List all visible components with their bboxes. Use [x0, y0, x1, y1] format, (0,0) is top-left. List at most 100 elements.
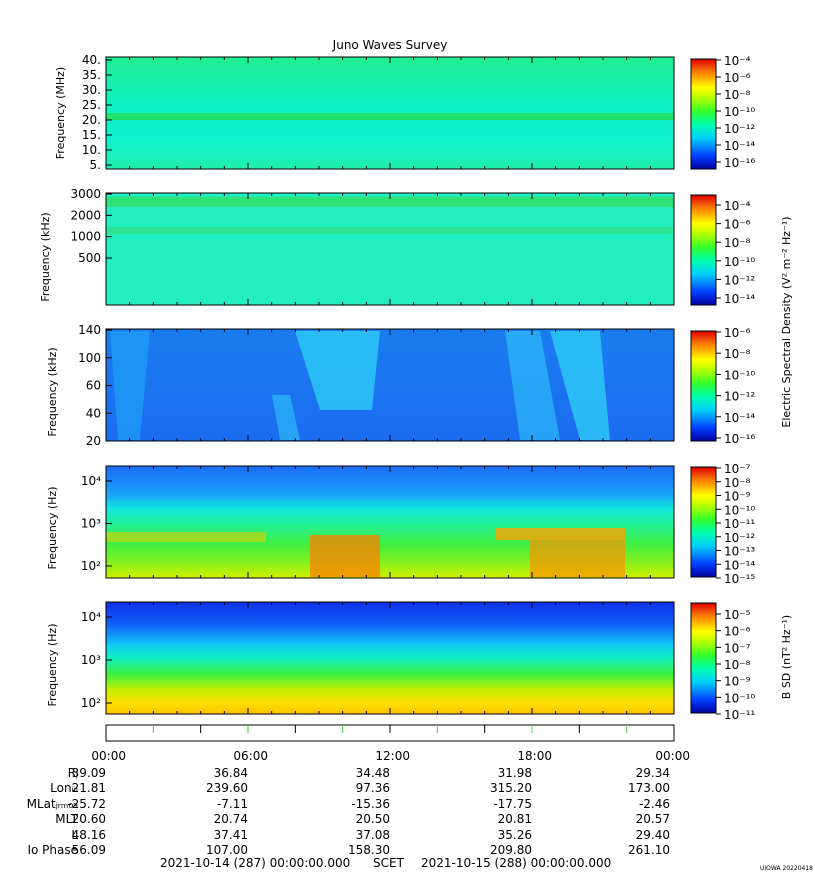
- panel-1-ytick-label: 15.: [82, 128, 101, 142]
- panel-4-cbar-tick-label: 10⁻⁹: [724, 490, 751, 504]
- panel-2-cbar-tick-label: 10⁻⁸: [724, 236, 751, 250]
- panel-2-cbar-tick-label: 10⁻¹⁰: [724, 255, 755, 269]
- panel-3-ytick-label: 140: [78, 323, 101, 337]
- ephemeris-value: 56.09: [71, 843, 106, 857]
- panel-1-ytick-label: 10.: [82, 143, 101, 157]
- panel-5-ytick-label: 10⁴: [81, 610, 101, 624]
- panel-4-cbar-tick-label: 10⁻¹¹: [724, 517, 755, 531]
- panel-2-emission-band-2: [106, 227, 674, 234]
- panel-3-ytick-label: 20: [86, 434, 101, 448]
- ephemeris-value: -15.36: [351, 796, 390, 811]
- panel-5-cbar-tick-label: 10⁻⁸: [724, 658, 751, 672]
- ephemeris-value: 39.09: [71, 766, 106, 780]
- ephemeris-value: 34.48: [355, 766, 390, 780]
- panel-4-cbar-tick-label: 10⁻⁷: [724, 462, 751, 476]
- panel-1-cbar-tick-label: 10⁻⁴: [724, 54, 751, 68]
- panel-4-ytick-label: 10³: [81, 517, 101, 531]
- panel-1-emission-band: [106, 113, 674, 120]
- time-label: 00:00: [91, 749, 126, 763]
- panel-2-cbar-tick-label: 10⁻⁶: [724, 218, 751, 232]
- time-strip-marks: [105, 725, 675, 733]
- panel-4-cbar-tick-label: 10⁻¹⁰: [724, 503, 755, 517]
- panel-1-ytick-label: 40.: [82, 53, 101, 67]
- ephemeris-value: 261.10: [628, 843, 670, 857]
- panel-3-burst-3: [272, 395, 300, 440]
- footer-end: 2021-10-15 (288) 00:00:00.000: [421, 856, 612, 870]
- panel-2-ytick-label: 2000: [70, 208, 101, 222]
- panel-4-cbar-tick-label: 10⁻⁸: [724, 476, 751, 490]
- panel-5-ylabel: Frequency (Hz): [46, 624, 59, 707]
- ephemeris-row-label: L: [71, 827, 78, 842]
- panel-2-emission-band-1: [106, 197, 674, 207]
- panel-3-cbar-tick-label: 10⁻⁸: [724, 347, 751, 361]
- ephemeris-value: 20.60: [71, 812, 106, 827]
- panel-3-cbar-tick-label: 10⁻¹⁶: [724, 432, 755, 446]
- panel-4-cbar-tick-label: 10⁻¹⁵: [724, 572, 755, 586]
- panel-2-ylabel: Frequency (kHz): [39, 212, 52, 301]
- panel-2-cbar-tick-label: 10⁻¹²: [724, 273, 755, 287]
- panel-1-cbar-ticks: 10⁻⁴ 10⁻⁶ 10⁻⁸ 10⁻¹⁰ 10⁻¹² 10⁻¹⁴ 10⁻¹⁶: [716, 54, 755, 170]
- panel-5-y-ticks: 10⁴ 10³ 10²: [81, 610, 112, 710]
- panel-4-cbar-ticks: 10⁻⁷10⁻⁸10⁻⁹10⁻¹⁰10⁻¹¹10⁻¹²10⁻¹³10⁻¹⁴10⁻…: [716, 462, 755, 586]
- panel-1: 40.35.30.25.20.15.10.5. Frequency (MHz) …: [54, 53, 755, 172]
- time-label: 06:00: [233, 749, 268, 763]
- panel-4-cbar-tick-label: 10⁻¹³: [724, 545, 755, 559]
- panel-5-cbar-tick-label: 10⁻¹¹: [724, 708, 755, 722]
- ephemeris-value: 29.34: [635, 766, 670, 780]
- panel-2-spectrogram: [106, 193, 674, 305]
- shared-cbar-label: Electric Spectral Density (V² m⁻² Hz⁻¹): [780, 216, 793, 427]
- panel-3-cbar-tick-label: 10⁻¹⁴: [724, 411, 755, 425]
- ephemeris-value: 37.41: [213, 827, 248, 842]
- panel-4-hot-band: [495, 528, 625, 540]
- panel-1-ylabel: Frequency (MHz): [54, 67, 67, 159]
- ephemeris-value: 48.16: [71, 827, 106, 842]
- panel-5-cbar-tick-label: 10⁻¹⁰: [724, 691, 755, 705]
- panel-2-cbar-ticks: 10⁻⁴ 10⁻⁶ 10⁻⁸ 10⁻¹⁰ 10⁻¹² 10⁻¹⁴: [716, 199, 755, 306]
- panel-5-colorbar: [690, 602, 717, 714]
- panel-2-colorbar: [690, 194, 717, 306]
- ephemeris-value: 209.80: [490, 843, 532, 857]
- panel-5-cbar-tick-label: 10⁻⁹: [724, 675, 751, 689]
- ephemeris-value: 31.98: [497, 766, 532, 780]
- panel-4-cbar-tick-label: 10⁻¹⁴: [724, 558, 755, 572]
- credit: UIOWA 20220418: [759, 865, 813, 872]
- panel-3-burst-4: [505, 331, 560, 440]
- ephemeris-value: 20.81: [497, 812, 532, 827]
- panel-1-ytick-label: 30.: [82, 83, 101, 97]
- panel-1-cbar-tick-label: 10⁻¹⁴: [724, 139, 755, 153]
- ephemeris-value: 36.84: [213, 766, 248, 780]
- chart-title: Juno Waves Survey: [332, 38, 448, 52]
- panel-1-ytick-label: 25.: [82, 98, 101, 112]
- ephemeris-value: 97.36: [355, 781, 390, 796]
- panel-1-colorbar: [690, 58, 717, 170]
- ephemeris-value: 21.81: [71, 781, 106, 796]
- time-label: 18:00: [517, 749, 552, 763]
- panel-3-colorbar: [690, 330, 717, 442]
- ephemeris-value: 20.50: [355, 812, 390, 827]
- panel-3-y-ticks: 140 100 60 40 20: [78, 323, 112, 448]
- ephemeris-value: 158.30: [348, 843, 390, 857]
- panel-5-cbar-label: B SD (nT² Hz⁻¹): [780, 615, 793, 699]
- panel-2-ytick-label: 3000: [70, 187, 101, 201]
- time-label: 12:00: [375, 749, 410, 763]
- ephemeris-value: -17.75: [493, 796, 532, 811]
- panel-3-burst-2: [295, 331, 380, 410]
- panel-4-ytick-label: 10⁴: [81, 474, 101, 488]
- panel-1-ytick-label: 20.: [82, 113, 101, 127]
- panel-2-cbar-tick-label: 10⁻¹⁴: [724, 292, 755, 306]
- panel-3-cbar-tick-label: 10⁻¹⁰: [724, 368, 755, 382]
- ephemeris-value: 315.20: [490, 781, 532, 796]
- ephemeris-row-label: MLT: [55, 812, 78, 827]
- panel-4-hot-region-1: [310, 535, 380, 577]
- time-label: 00:00: [655, 749, 690, 763]
- ephemeris-value: 173.00: [628, 781, 670, 796]
- panel-2-y-ticks: 3000 2000 1000 500: [70, 187, 112, 265]
- footer-scet: SCET: [373, 856, 404, 870]
- panel-1-y-ticks: 40.35.30.25.20.15.10.5.: [82, 53, 112, 172]
- ephemeris-value: 37.08: [355, 827, 390, 842]
- panel-5-spectrogram: [106, 602, 674, 714]
